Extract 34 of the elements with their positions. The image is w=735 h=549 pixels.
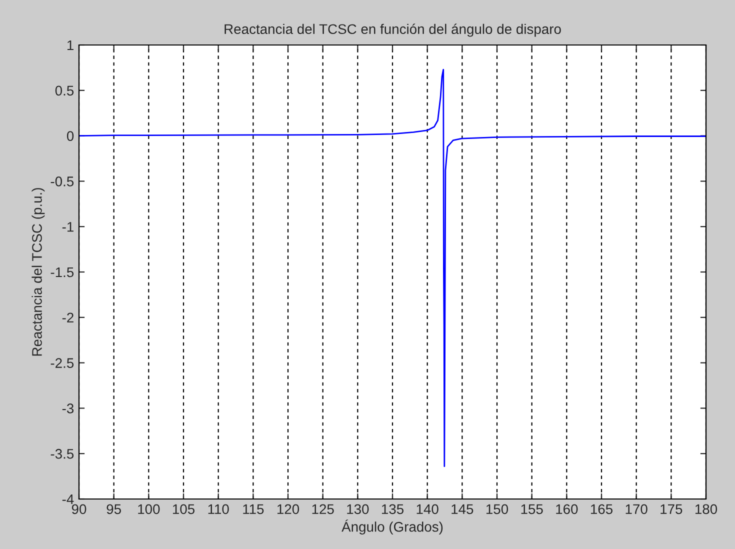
line-series [79,68,706,468]
y-tick-label: -3 [62,404,74,414]
x-tick-label: 130 [347,504,369,514]
y-tick-label: -3.5 [50,448,74,459]
y-tick-label: -1.5 [50,267,74,278]
y-tick-label: -0.5 [50,176,74,186]
y-axis-title: Reactancia del TCSC (p.u.) [32,188,45,356]
x-tick-label: 135 [382,504,404,514]
y-tick-label: 0 [66,131,74,141]
x-axis-title: Ángulo (Grados) [342,520,443,535]
y-tick-label: -2 [62,312,74,322]
x-tick-label: 165 [590,504,613,514]
x-tick-label: 115 [243,504,264,514]
x-tick-label: 120 [277,504,300,514]
x-tick-label: 95 [106,504,121,514]
x-tick-label: 105 [172,504,195,514]
x-tick-label: 150 [486,504,508,514]
x-tick-label: 160 [556,504,578,514]
x-tick-label: 170 [626,504,648,514]
x-tick-label: 100 [138,504,160,514]
x-tick-label: 155 [521,504,543,514]
y-tick-label: 0.5 [55,86,74,96]
x-tick-label: 175 [660,504,682,514]
x-tick-label: 145 [452,504,474,514]
x-tick-label: 180 [695,504,718,514]
chart-title: Reactancia del TCSC en función del ángulo de disparo [224,24,561,37]
x-tick-label: 110 [208,504,229,514]
x-tick-label: 90 [72,504,86,514]
x-tick-label: 125 [312,504,334,514]
y-tick-label: -2.5 [50,358,74,368]
x-tick-label: 140 [416,504,438,514]
y-tick-label: -1 [62,222,74,232]
y-tick-label: -4 [62,494,74,504]
y-tick-label: 1 [67,40,74,50]
